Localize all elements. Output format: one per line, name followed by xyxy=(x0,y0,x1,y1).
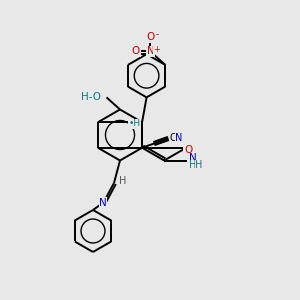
Text: H: H xyxy=(189,160,196,170)
Text: N: N xyxy=(189,153,197,163)
Text: O: O xyxy=(132,46,140,56)
Text: +: + xyxy=(154,44,160,53)
Text: H: H xyxy=(119,176,127,187)
Text: -: - xyxy=(155,30,158,39)
Text: •H: •H xyxy=(128,119,141,128)
Text: O: O xyxy=(146,32,154,42)
Text: N: N xyxy=(99,197,107,208)
Text: N: N xyxy=(147,46,155,56)
Text: O: O xyxy=(184,145,192,155)
Text: C: C xyxy=(169,133,176,143)
Text: H: H xyxy=(195,160,202,170)
Text: H-O: H-O xyxy=(81,92,101,102)
Text: N: N xyxy=(175,133,182,143)
